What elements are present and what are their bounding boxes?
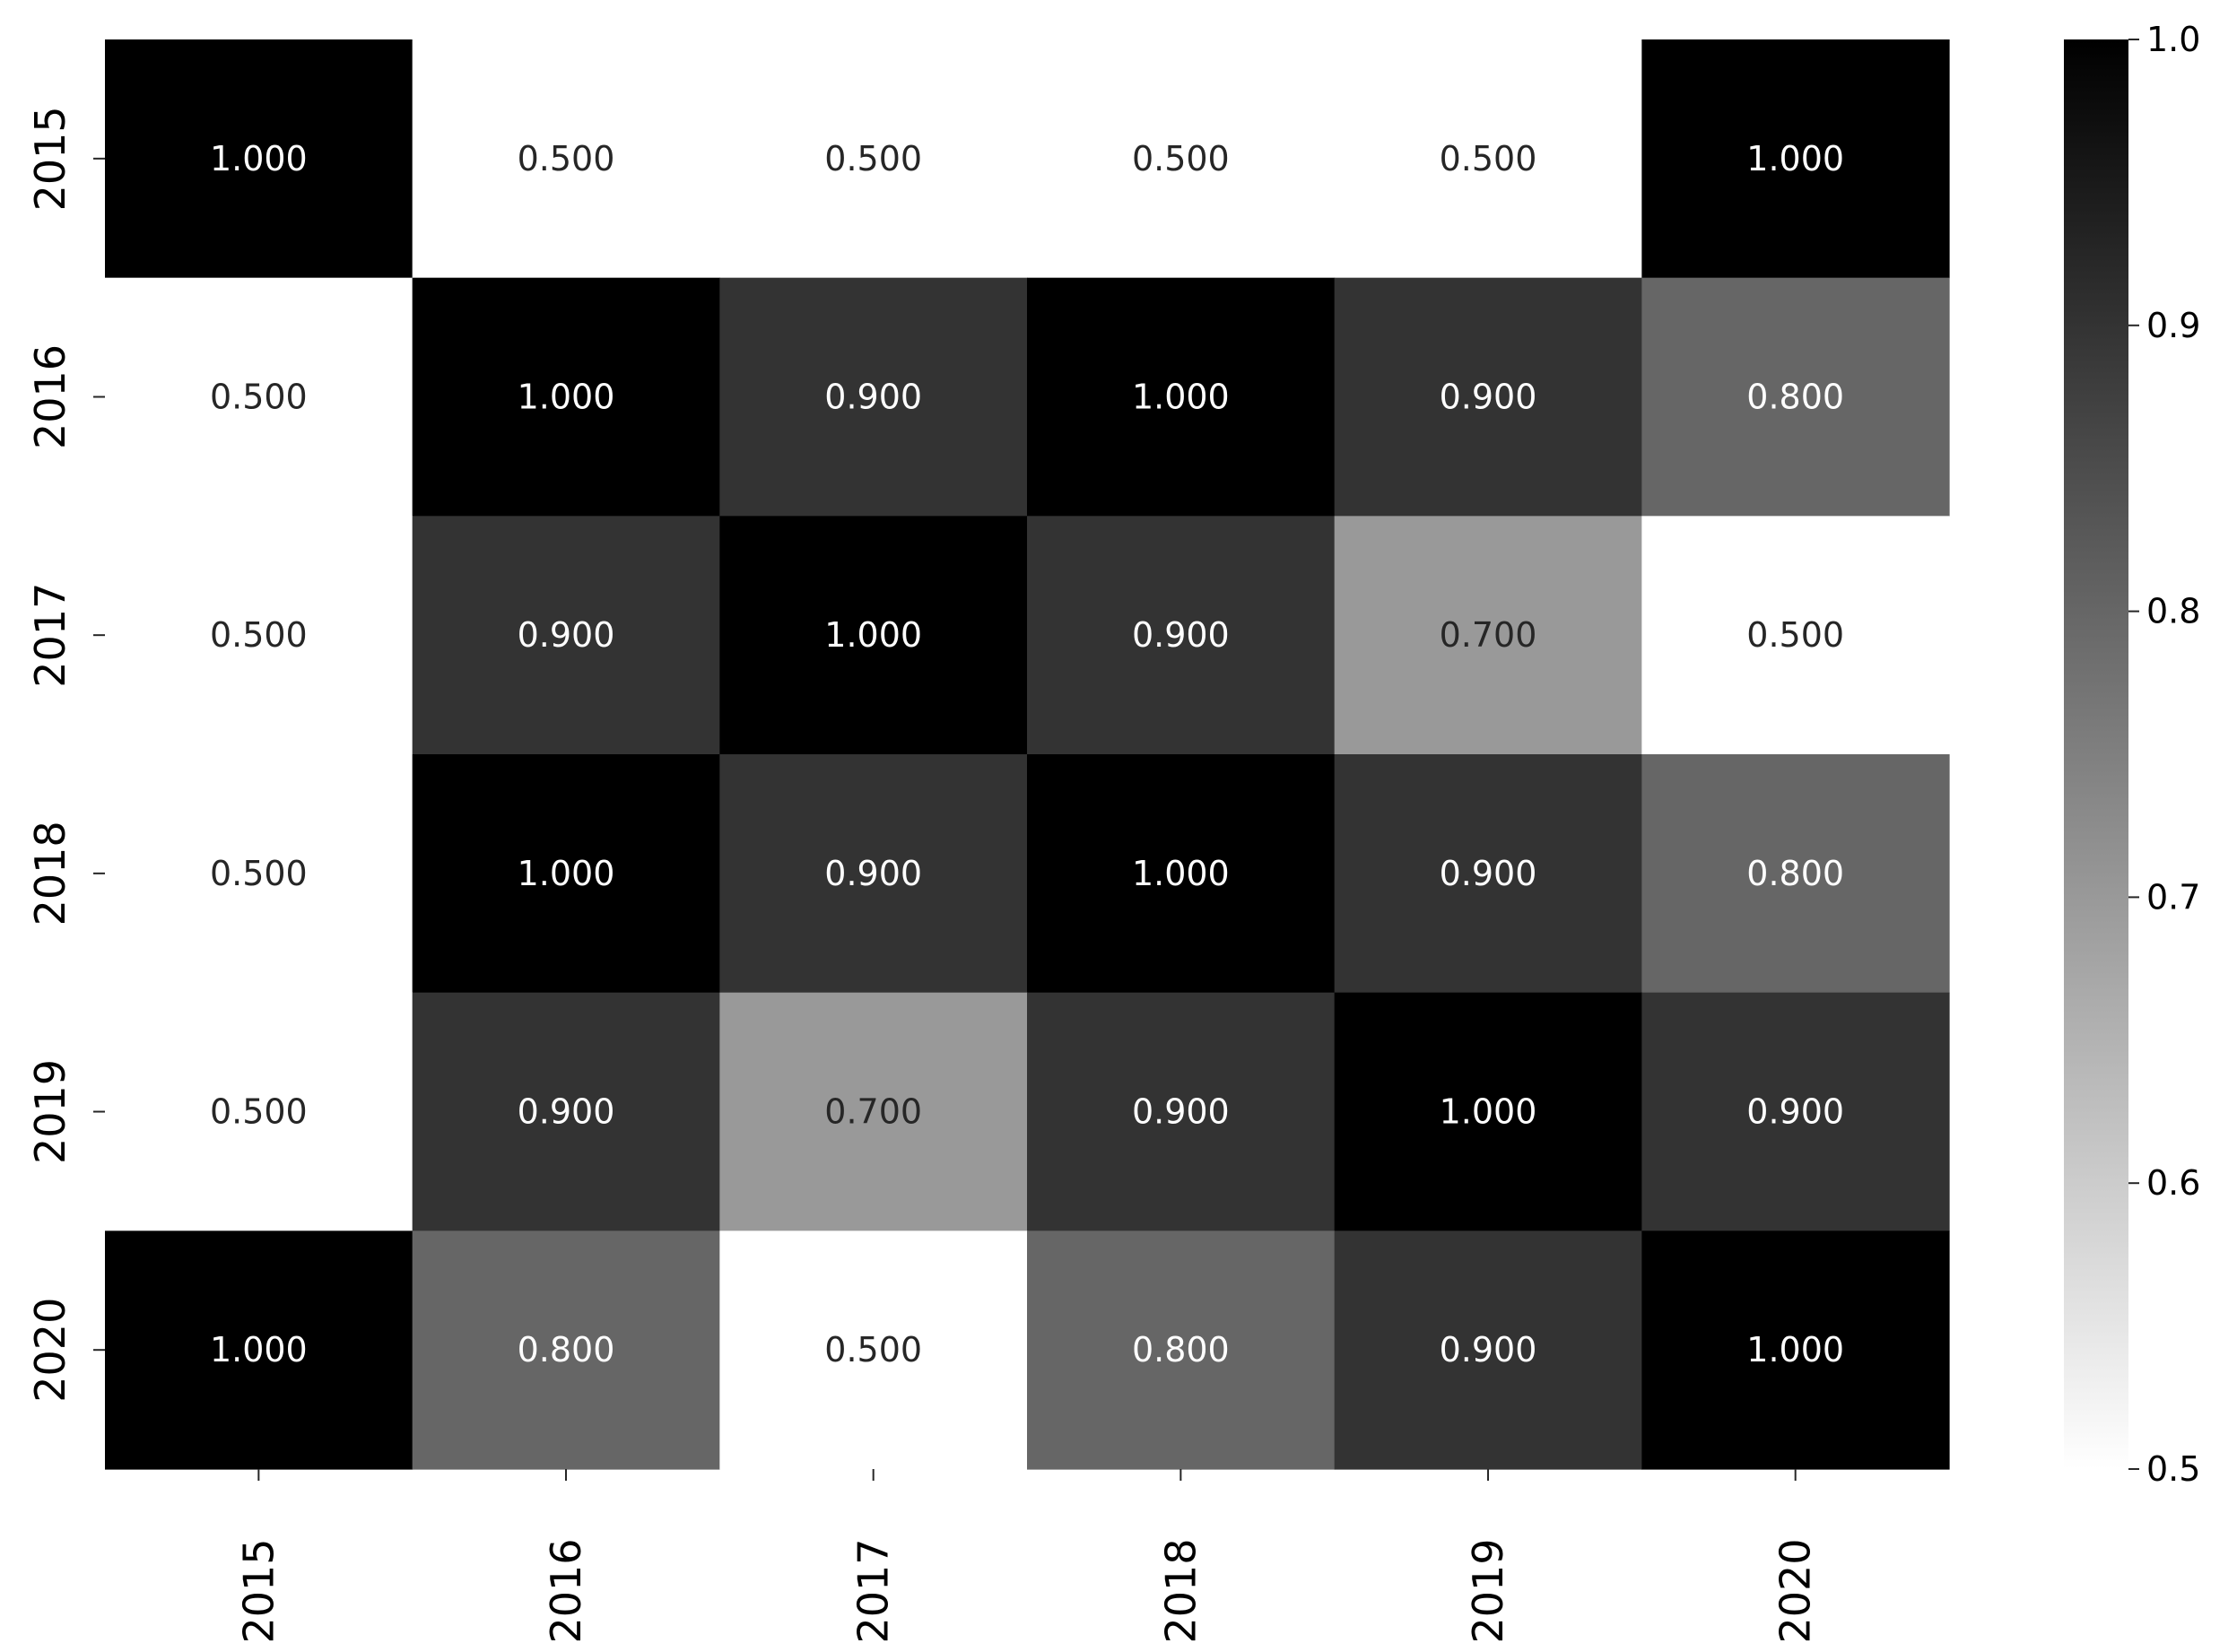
cell-label-r4-c1: 0.900 (518, 1092, 615, 1132)
cell-label-r4-c5: 0.900 (1746, 1092, 1844, 1132)
colorbar-tick-label-0.9: 0.9 (2146, 306, 2200, 345)
cell-label-r5-c4: 0.900 (1440, 1330, 1537, 1369)
cell-label-r2-c0: 0.500 (210, 615, 308, 655)
cell-label-r0-c2: 0.500 (824, 139, 922, 178)
heatmap-cell-r0-c0 (105, 39, 413, 279)
heatmap-cell-r3-c5 (1641, 754, 1950, 994)
cell-label-r3-c3: 1.000 (1132, 854, 1230, 893)
heatmap-cell-r5-c5 (1641, 1230, 1950, 1470)
x-tick-label-2019: 2019 (1464, 1538, 1512, 1643)
heatmap-cell-r2-c1 (412, 516, 720, 755)
heatmap-cell-r1-c1 (412, 277, 720, 517)
heatmap-cell-r2-c5 (1641, 516, 1950, 755)
colorbar-tick-label-1.0: 1.0 (2146, 20, 2200, 59)
cell-label-r1-c2: 0.900 (824, 378, 922, 417)
heatmap-cell-r2-c0 (105, 516, 413, 755)
cell-label-r5-c0: 1.000 (210, 1330, 308, 1369)
x-tick-label-2018: 2018 (1156, 1538, 1205, 1643)
heatmap-cell-r1-c5 (1641, 277, 1950, 517)
cell-label-r4-c2: 0.700 (824, 1092, 922, 1132)
cell-label-r3-c5: 0.800 (1746, 854, 1844, 893)
y-tick-label-2017: 2017 (26, 583, 74, 688)
heatmap-cell-r5-c0 (105, 1230, 413, 1470)
heatmap-cell-labels: 1.000 0.500 0.500 0.500 0.500 1.000 0.500 1.000… (210, 139, 1844, 1369)
cell-label-r2-c4: 0.700 (1440, 615, 1537, 655)
heatmap-cell-r5-c2 (719, 1230, 1028, 1470)
heatmap-cell-r0-c3 (1027, 39, 1336, 279)
heatmap-cell-r3-c3 (1027, 754, 1336, 994)
colorbar-tick-label-0.7: 0.7 (2146, 877, 2200, 917)
heatmap-cell-r4-c4 (1334, 992, 1642, 1231)
heatmap-cell-r1-c4 (1334, 277, 1642, 517)
heatmap-cell-r2-c3 (1027, 516, 1336, 755)
heatmap-cell-r3-c2 (719, 754, 1028, 994)
colorbar-tick-label-0.5: 0.5 (2146, 1449, 2200, 1489)
heatmap-cell-r1-c0 (105, 277, 413, 517)
heatmap-cell-r5-c3 (1027, 1230, 1336, 1470)
heatmap-cell-r0-c1 (412, 39, 720, 279)
cell-label-r2-c3: 0.900 (1132, 615, 1230, 655)
cell-label-r5-c2: 0.500 (824, 1330, 922, 1369)
cell-label-r1-c1: 1.000 (518, 378, 615, 417)
heatmap-cell-r3-c0 (105, 754, 413, 994)
x-tick-label-2016: 2016 (542, 1538, 590, 1643)
y-tick-label-2020: 2020 (26, 1298, 74, 1403)
colorbar-gradient (2064, 39, 2128, 1469)
heatmap-cell-r4-c2 (719, 992, 1028, 1231)
colorbar-tick-label-0.6: 0.6 (2146, 1163, 2200, 1203)
cell-label-r5-c3: 0.800 (1132, 1330, 1230, 1369)
heatmap-cell-r0-c4 (1334, 39, 1642, 279)
heatmap-cell-r0-c5 (1641, 39, 1950, 279)
cell-label-r2-c5: 0.500 (1746, 615, 1844, 655)
colorbar: 0.5 0.6 0.7 0.8 0.9 1.0 (2064, 20, 2200, 1489)
cell-label-r1-c0: 0.500 (210, 378, 308, 417)
heatmap-cells (105, 39, 1950, 1470)
heatmap-cell-r4-c1 (412, 992, 720, 1231)
cell-label-r5-c5: 1.000 (1746, 1330, 1844, 1369)
y-tick-label-2019: 2019 (26, 1059, 74, 1164)
heatmap-cell-r0-c2 (719, 39, 1028, 279)
x-tick-label-2015: 2015 (234, 1538, 283, 1643)
heatmap-cell-r1-c2 (719, 277, 1028, 517)
heatmap-cell-r2-c4 (1334, 516, 1642, 755)
cell-label-r3-c1: 1.000 (518, 854, 615, 893)
x-tick-label-2020: 2020 (1771, 1538, 1820, 1643)
heatmap-cell-r2-c2 (719, 516, 1028, 755)
cell-label-r5-c1: 0.800 (518, 1330, 615, 1369)
x-axis: 2015 2016 2017 2018 2019 2020 (234, 1469, 1820, 1644)
heatmap-cell-r3-c1 (412, 754, 720, 994)
cell-label-r0-c4: 0.500 (1440, 139, 1537, 178)
x-tick-label-2017: 2017 (849, 1538, 898, 1643)
y-tick-label-2016: 2016 (26, 344, 74, 449)
cell-label-r4-c3: 0.900 (1132, 1092, 1230, 1132)
cell-label-r2-c2: 1.000 (824, 615, 922, 655)
cell-label-r1-c4: 0.900 (1440, 378, 1537, 417)
colorbar-tick-label-0.8: 0.8 (2146, 592, 2200, 631)
heatmap-cell-r3-c4 (1334, 754, 1642, 994)
heatmap-cell-r4-c0 (105, 992, 413, 1231)
cell-label-r0-c5: 1.000 (1746, 139, 1844, 178)
cell-label-r0-c0: 1.000 (210, 139, 308, 178)
heatmap-cell-r1-c3 (1027, 277, 1336, 517)
cell-label-r3-c0: 0.500 (210, 854, 308, 893)
cell-label-r2-c1: 0.900 (518, 615, 615, 655)
cell-label-r4-c0: 0.500 (210, 1092, 308, 1132)
cell-label-r0-c3: 0.500 (1132, 139, 1230, 178)
cell-label-r3-c2: 0.900 (824, 854, 922, 893)
y-axis: 2015 2016 2017 2018 2019 2020 (26, 106, 105, 1403)
heatmap-cell-r4-c3 (1027, 992, 1336, 1231)
heatmap-cell-r4-c5 (1641, 992, 1950, 1231)
y-tick-label-2018: 2018 (26, 821, 74, 926)
cell-label-r4-c4: 1.000 (1440, 1092, 1537, 1132)
cell-label-r3-c4: 0.900 (1440, 854, 1537, 893)
cell-label-r1-c5: 0.800 (1746, 378, 1844, 417)
cell-label-r0-c1: 0.500 (518, 139, 615, 178)
heatmap-cell-r5-c1 (412, 1230, 720, 1470)
heatmap-cell-r5-c4 (1334, 1230, 1642, 1470)
cell-label-r1-c3: 1.000 (1132, 378, 1230, 417)
y-tick-label-2015: 2015 (26, 106, 74, 211)
